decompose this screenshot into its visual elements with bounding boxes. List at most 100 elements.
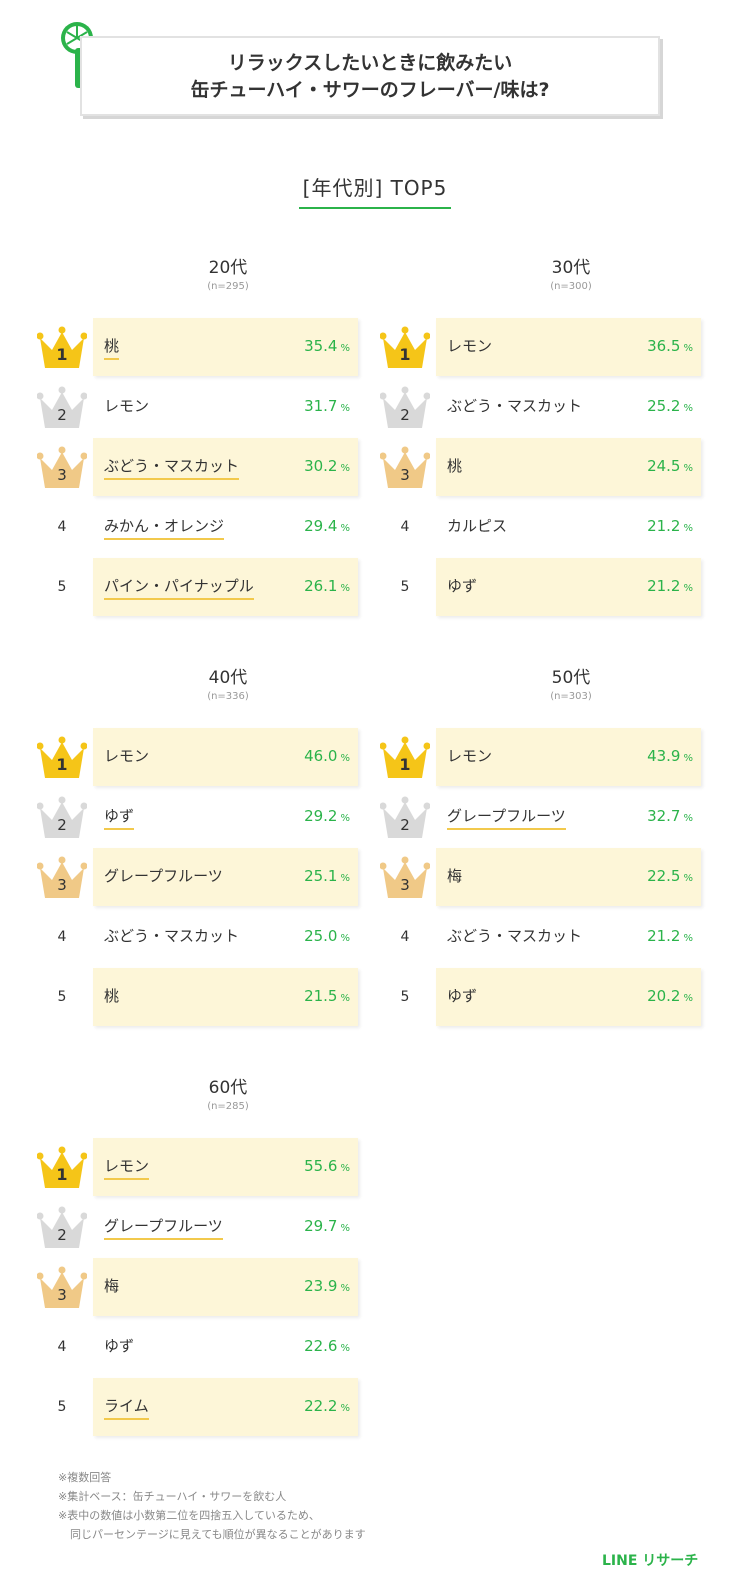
percentage-value: 25.2 [647, 397, 681, 415]
flavor-name: レモン [104, 747, 150, 765]
age-panel: 40代 (n=336) 1 レモン 46.0% 2 ゆず 29.2% 3 グレープフルーツ 25.1… [37, 668, 358, 1026]
flavor-name: 梅 [104, 1277, 120, 1295]
crown-icon [380, 326, 430, 368]
ranking-list: 1 桃 35.4% 2 レモン 31.7% 3 ぶどう・マスカット 30.2% 4 みかん・オレンジ… [37, 318, 358, 618]
percentage-value: 21.2 [647, 577, 681, 595]
flavor-name: 桃 [104, 336, 120, 360]
flavor-name: パイン・パイナップル [104, 576, 254, 600]
percent-unit: % [683, 873, 693, 884]
ranking-row: 1 桃 35.4% [37, 318, 358, 378]
flavor-name: グレープフルーツ [104, 867, 223, 885]
rank-number: 5 [57, 989, 67, 1005]
row-background [436, 968, 701, 1026]
percentage-value: 36.5 [647, 337, 681, 355]
ranking-list: 1 レモン 55.6% 2 グレープフルーツ 29.7% 3 梅 23.9% 4 ゆず 22.6% 5 ラ… [37, 1138, 358, 1438]
percentage-value: 31.7 [304, 397, 338, 415]
percentage: 55.6% [304, 1156, 350, 1179]
footnote: ※複数回答 [58, 1471, 112, 1484]
percentage: 25.2% [647, 396, 693, 419]
sample-size: (n=285) [207, 1101, 249, 1112]
flavor-name: レモン [104, 397, 150, 415]
crown-icon [380, 446, 430, 488]
percentage-value: 46.0 [304, 747, 338, 765]
rank-number: 3 [57, 466, 67, 484]
ranking-row: 1 レモン 43.9% [380, 728, 701, 788]
percentage: 46.0% [304, 746, 350, 769]
ranking-row: 3 梅 22.5% [380, 848, 701, 908]
ranking-row: 1 レモン 55.6% [37, 1138, 358, 1198]
row-background [436, 848, 701, 906]
percent-unit: % [340, 523, 350, 534]
flavor-name: ぶどう・マスカット [104, 927, 240, 945]
row-background [436, 318, 701, 376]
panel-header: 20代 (n=295) [98, 258, 358, 294]
crown-icon [37, 1206, 87, 1248]
percent-unit: % [340, 873, 350, 884]
percent-unit: % [683, 753, 693, 764]
flavor-name: グレープフルーツ [104, 1216, 223, 1240]
sample-size: (n=336) [207, 691, 249, 702]
row-background [93, 318, 358, 376]
panel-header: 40代 (n=336) [98, 668, 358, 704]
rank-number: 5 [57, 579, 67, 595]
brand-logo: LINE リサーチ [602, 1553, 699, 1569]
percentage-value: 32.7 [647, 807, 681, 825]
ranking-row: 5 パイン・パイナップル 26.1% [38, 558, 358, 618]
rank-number: 3 [57, 1286, 67, 1304]
percentage: 23.9% [304, 1276, 350, 1299]
rank-number: 4 [400, 929, 410, 945]
percent-unit: % [340, 1343, 350, 1354]
percentage: 29.2% [304, 806, 350, 829]
row-background [93, 438, 358, 496]
ranking-row: 1 レモン 46.0% [37, 728, 358, 788]
percentage: 26.1% [304, 576, 350, 599]
percent-unit: % [340, 1163, 350, 1174]
rank-number: 4 [400, 519, 410, 535]
rank-number: 5 [400, 579, 410, 595]
title-box: リラックスしたいときに飲みたい 缶チューハイ・サワーのフレーバー/味は? [80, 36, 660, 116]
percentage: 24.5% [647, 456, 693, 479]
ranking-list: 1 レモン 43.9% 2 グレープフルーツ 32.7% 3 梅 22.5% 4 ぶどう・マスカット… [380, 728, 701, 1028]
section-title: [年代別] TOP5 [0, 172, 750, 209]
footnote: ※表中の数値は小数第二位を四捨五入しているため、 [58, 1509, 320, 1522]
section-title-text: [年代別] TOP5 [298, 172, 452, 209]
percentage: 22.2% [304, 1396, 350, 1419]
title-line-2: 缶チューハイ・サワーのフレーバー/味は? [190, 79, 550, 101]
percent-unit: % [340, 583, 350, 594]
percent-unit: % [340, 343, 350, 354]
age-label: 60代 [208, 1078, 248, 1098]
percent-unit: % [683, 343, 693, 354]
footnote: ※集計ベース：缶チューハイ・サワーを飲む人 [58, 1490, 287, 1503]
percent-unit: % [340, 403, 350, 414]
percent-unit: % [683, 813, 693, 824]
ranking-row: 5 ライム 22.2% [38, 1378, 358, 1438]
percentage: 21.2% [647, 576, 693, 599]
percentage: 31.7% [304, 396, 350, 419]
ranking-row: 3 ぶどう・マスカット 30.2% [37, 438, 358, 498]
ranking-row: 4 カルピス 21.2% [381, 498, 701, 558]
flavor-name: ゆず [447, 987, 478, 1005]
percent-unit: % [340, 463, 350, 474]
rank-number: 1 [56, 345, 68, 364]
row-background [436, 728, 701, 786]
percentage-value: 20.2 [647, 987, 681, 1005]
crown-icon [37, 386, 87, 428]
ranking-row: 4 ぶどう・マスカット 25.0% [38, 908, 358, 968]
ranking-list: 1 レモン 36.5% 2 ぶどう・マスカット 25.2% 3 桃 24.5% 4 カルピス 21.2… [380, 318, 701, 618]
percentage-value: 25.0 [304, 927, 338, 945]
rank-number: 4 [57, 929, 67, 945]
flavor-name: レモン [447, 747, 493, 765]
percent-unit: % [340, 753, 350, 764]
rank-number: 3 [57, 876, 67, 894]
crown-icon [37, 446, 87, 488]
flavor-name: ゆず [447, 577, 478, 595]
flavor-name: グレープフルーツ [447, 806, 566, 830]
age-panel: 50代 (n=303) 1 レモン 43.9% 2 グレープフルーツ 32.7% 3 梅 22.5%… [380, 668, 701, 1026]
rank-number: 1 [56, 1165, 68, 1184]
percentage-value: 43.9 [647, 747, 681, 765]
percentage-value: 22.6 [304, 1337, 338, 1355]
percentage: 21.5% [304, 986, 350, 1009]
rank-number: 2 [400, 816, 410, 834]
percentage-value: 35.4 [304, 337, 338, 355]
percentage-value: 29.7 [304, 1217, 338, 1235]
